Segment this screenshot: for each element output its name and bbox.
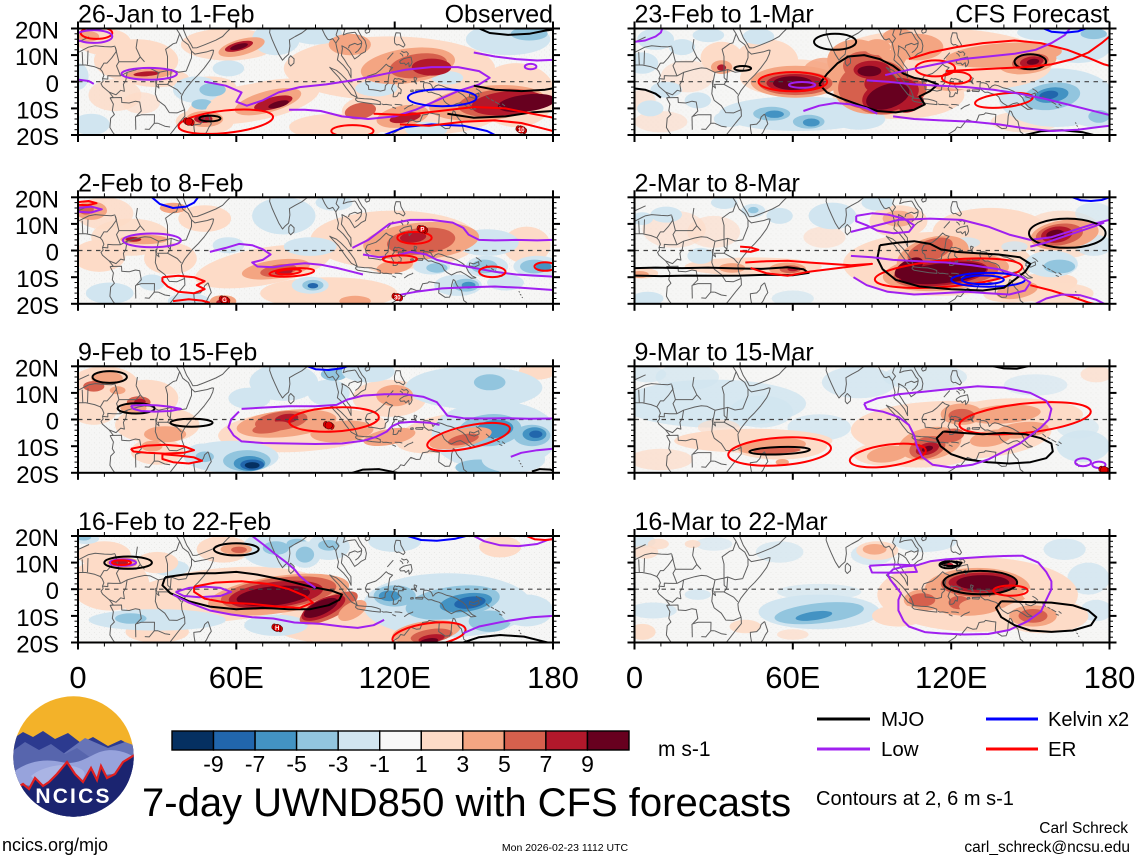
- svg-text:10N: 10N: [15, 213, 59, 240]
- svg-text:9: 9: [581, 751, 594, 777]
- svg-text:carl_schreck@ncsu.edu: carl_schreck@ncsu.edu: [964, 839, 1130, 856]
- svg-text:Low: Low: [881, 738, 919, 761]
- svg-text:7: 7: [540, 751, 553, 777]
- svg-text:0: 0: [626, 660, 643, 695]
- svg-text:H: H: [275, 626, 279, 632]
- svg-text:-5: -5: [286, 751, 306, 777]
- svg-text:Contours at 2, 6 m s-1: Contours at 2, 6 m s-1: [816, 788, 1014, 810]
- svg-text:-9: -9: [203, 751, 223, 777]
- svg-text:NCICS: NCICS: [35, 785, 111, 808]
- svg-text:10S: 10S: [16, 435, 59, 462]
- svg-text:7-day UWND850 with CFS forecas: 7-day UWND850 with CFS forecasts: [142, 781, 791, 825]
- svg-text:m s-1: m s-1: [658, 738, 711, 761]
- svg-text:Carl Schreck: Carl Schreck: [1039, 820, 1128, 837]
- svg-text:1: 1: [415, 751, 428, 777]
- svg-text:Mon 2026-02-23 1112 UTC: Mon 2026-02-23 1112 UTC: [502, 842, 629, 854]
- svg-text:G: G: [222, 298, 227, 304]
- svg-text:0: 0: [46, 409, 59, 436]
- svg-text:ER: ER: [1048, 738, 1076, 761]
- svg-text:10S: 10S: [16, 97, 59, 124]
- svg-text:26-Jan to 1-Feb: 26-Jan to 1-Feb: [78, 1, 255, 29]
- svg-text:20S: 20S: [16, 632, 59, 659]
- svg-text:ncics.org/mjo: ncics.org/mjo: [2, 835, 108, 855]
- svg-text:0: 0: [46, 578, 59, 605]
- svg-text:20S: 20S: [16, 462, 59, 489]
- svg-text:10S: 10S: [16, 605, 59, 632]
- svg-text:9-Mar to 15-Mar: 9-Mar to 15-Mar: [635, 338, 814, 366]
- svg-text:P: P: [420, 228, 424, 234]
- svg-text:10S: 10S: [16, 266, 59, 293]
- svg-text:3: 3: [456, 751, 469, 777]
- svg-text:120E: 120E: [915, 660, 987, 695]
- svg-text:5: 5: [498, 751, 511, 777]
- svg-text:Kelvin x2: Kelvin x2: [1048, 709, 1129, 731]
- svg-text:9-Feb to 15-Feb: 9-Feb to 15-Feb: [78, 338, 257, 366]
- svg-text:10N: 10N: [15, 552, 59, 579]
- svg-text:180: 180: [527, 660, 579, 695]
- svg-text:20S: 20S: [16, 124, 59, 151]
- svg-text:20N: 20N: [15, 18, 59, 45]
- svg-text:16-Feb to 22-Feb: 16-Feb to 22-Feb: [78, 508, 271, 536]
- svg-text:10N: 10N: [15, 382, 59, 409]
- svg-text:-3: -3: [328, 751, 348, 777]
- svg-text:-1: -1: [369, 751, 389, 777]
- svg-text:180: 180: [1084, 660, 1135, 695]
- svg-text:10: 10: [518, 128, 525, 134]
- svg-text:20N: 20N: [15, 525, 59, 552]
- svg-text:10N: 10N: [15, 44, 59, 71]
- svg-text:60E: 60E: [209, 660, 264, 695]
- svg-text:2-Mar to 8-Mar: 2-Mar to 8-Mar: [635, 169, 800, 197]
- svg-text:20N: 20N: [15, 355, 59, 382]
- svg-text:0: 0: [46, 240, 59, 267]
- svg-text:CFS Forecast: CFS Forecast: [955, 1, 1109, 29]
- svg-text:60E: 60E: [765, 660, 820, 695]
- svg-text:0: 0: [69, 660, 86, 695]
- svg-text:30: 30: [394, 295, 401, 301]
- svg-text:-7: -7: [245, 751, 265, 777]
- svg-text:20S: 20S: [16, 293, 59, 320]
- svg-text:Observed: Observed: [445, 1, 553, 29]
- svg-text:0: 0: [46, 71, 59, 98]
- svg-text:20N: 20N: [15, 186, 59, 213]
- svg-text:120E: 120E: [358, 660, 430, 695]
- svg-text:16-Mar to 22-Mar: 16-Mar to 22-Mar: [635, 508, 828, 536]
- svg-text:2-Feb to 8-Feb: 2-Feb to 8-Feb: [78, 169, 243, 197]
- svg-text:23-Feb to 1-Mar: 23-Feb to 1-Mar: [635, 1, 814, 29]
- svg-text:MJO: MJO: [881, 708, 924, 731]
